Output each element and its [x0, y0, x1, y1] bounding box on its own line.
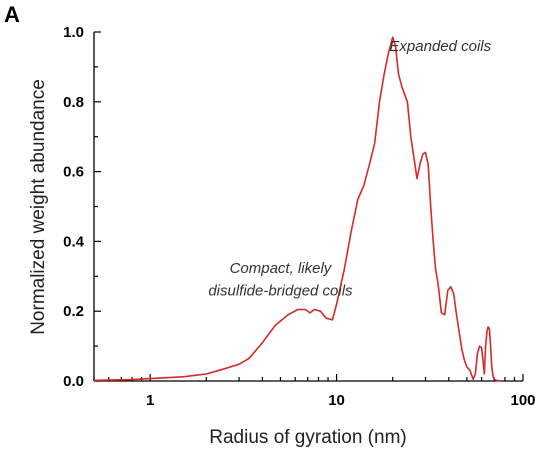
- y-tick-label: 0.8: [63, 94, 84, 111]
- series-line: [93, 36, 502, 382]
- x-tick-label: 100: [510, 392, 535, 409]
- annotation-text: Expanded coils: [389, 38, 491, 55]
- annotation-text: disulfide-bridged coils: [208, 282, 353, 299]
- y-tick-label: 1.0: [63, 24, 84, 41]
- y-tick-label: 0.4: [63, 233, 85, 250]
- x-tick-label: 1: [146, 392, 154, 409]
- x-tick-label: 10: [328, 392, 345, 409]
- y-axis-title: Normalized weight abundance: [28, 79, 49, 335]
- annotations: Expanded coils Compact, likely disulfide-b…: [208, 38, 491, 299]
- x-ticks: 1 10 100: [93, 374, 536, 409]
- y-tick-label: 0.0: [63, 373, 84, 390]
- panel-label: A: [4, 2, 20, 27]
- y-tick-label: 0.2: [63, 303, 84, 320]
- y-tick-label: 0.6: [63, 164, 84, 181]
- x-axis-title: Radius of gyration (nm): [209, 427, 406, 448]
- y-ticks: 0.0 0.2 0.4 0.6 0.8 1.0: [63, 24, 101, 390]
- annotation-text: Compact, likely: [230, 260, 333, 277]
